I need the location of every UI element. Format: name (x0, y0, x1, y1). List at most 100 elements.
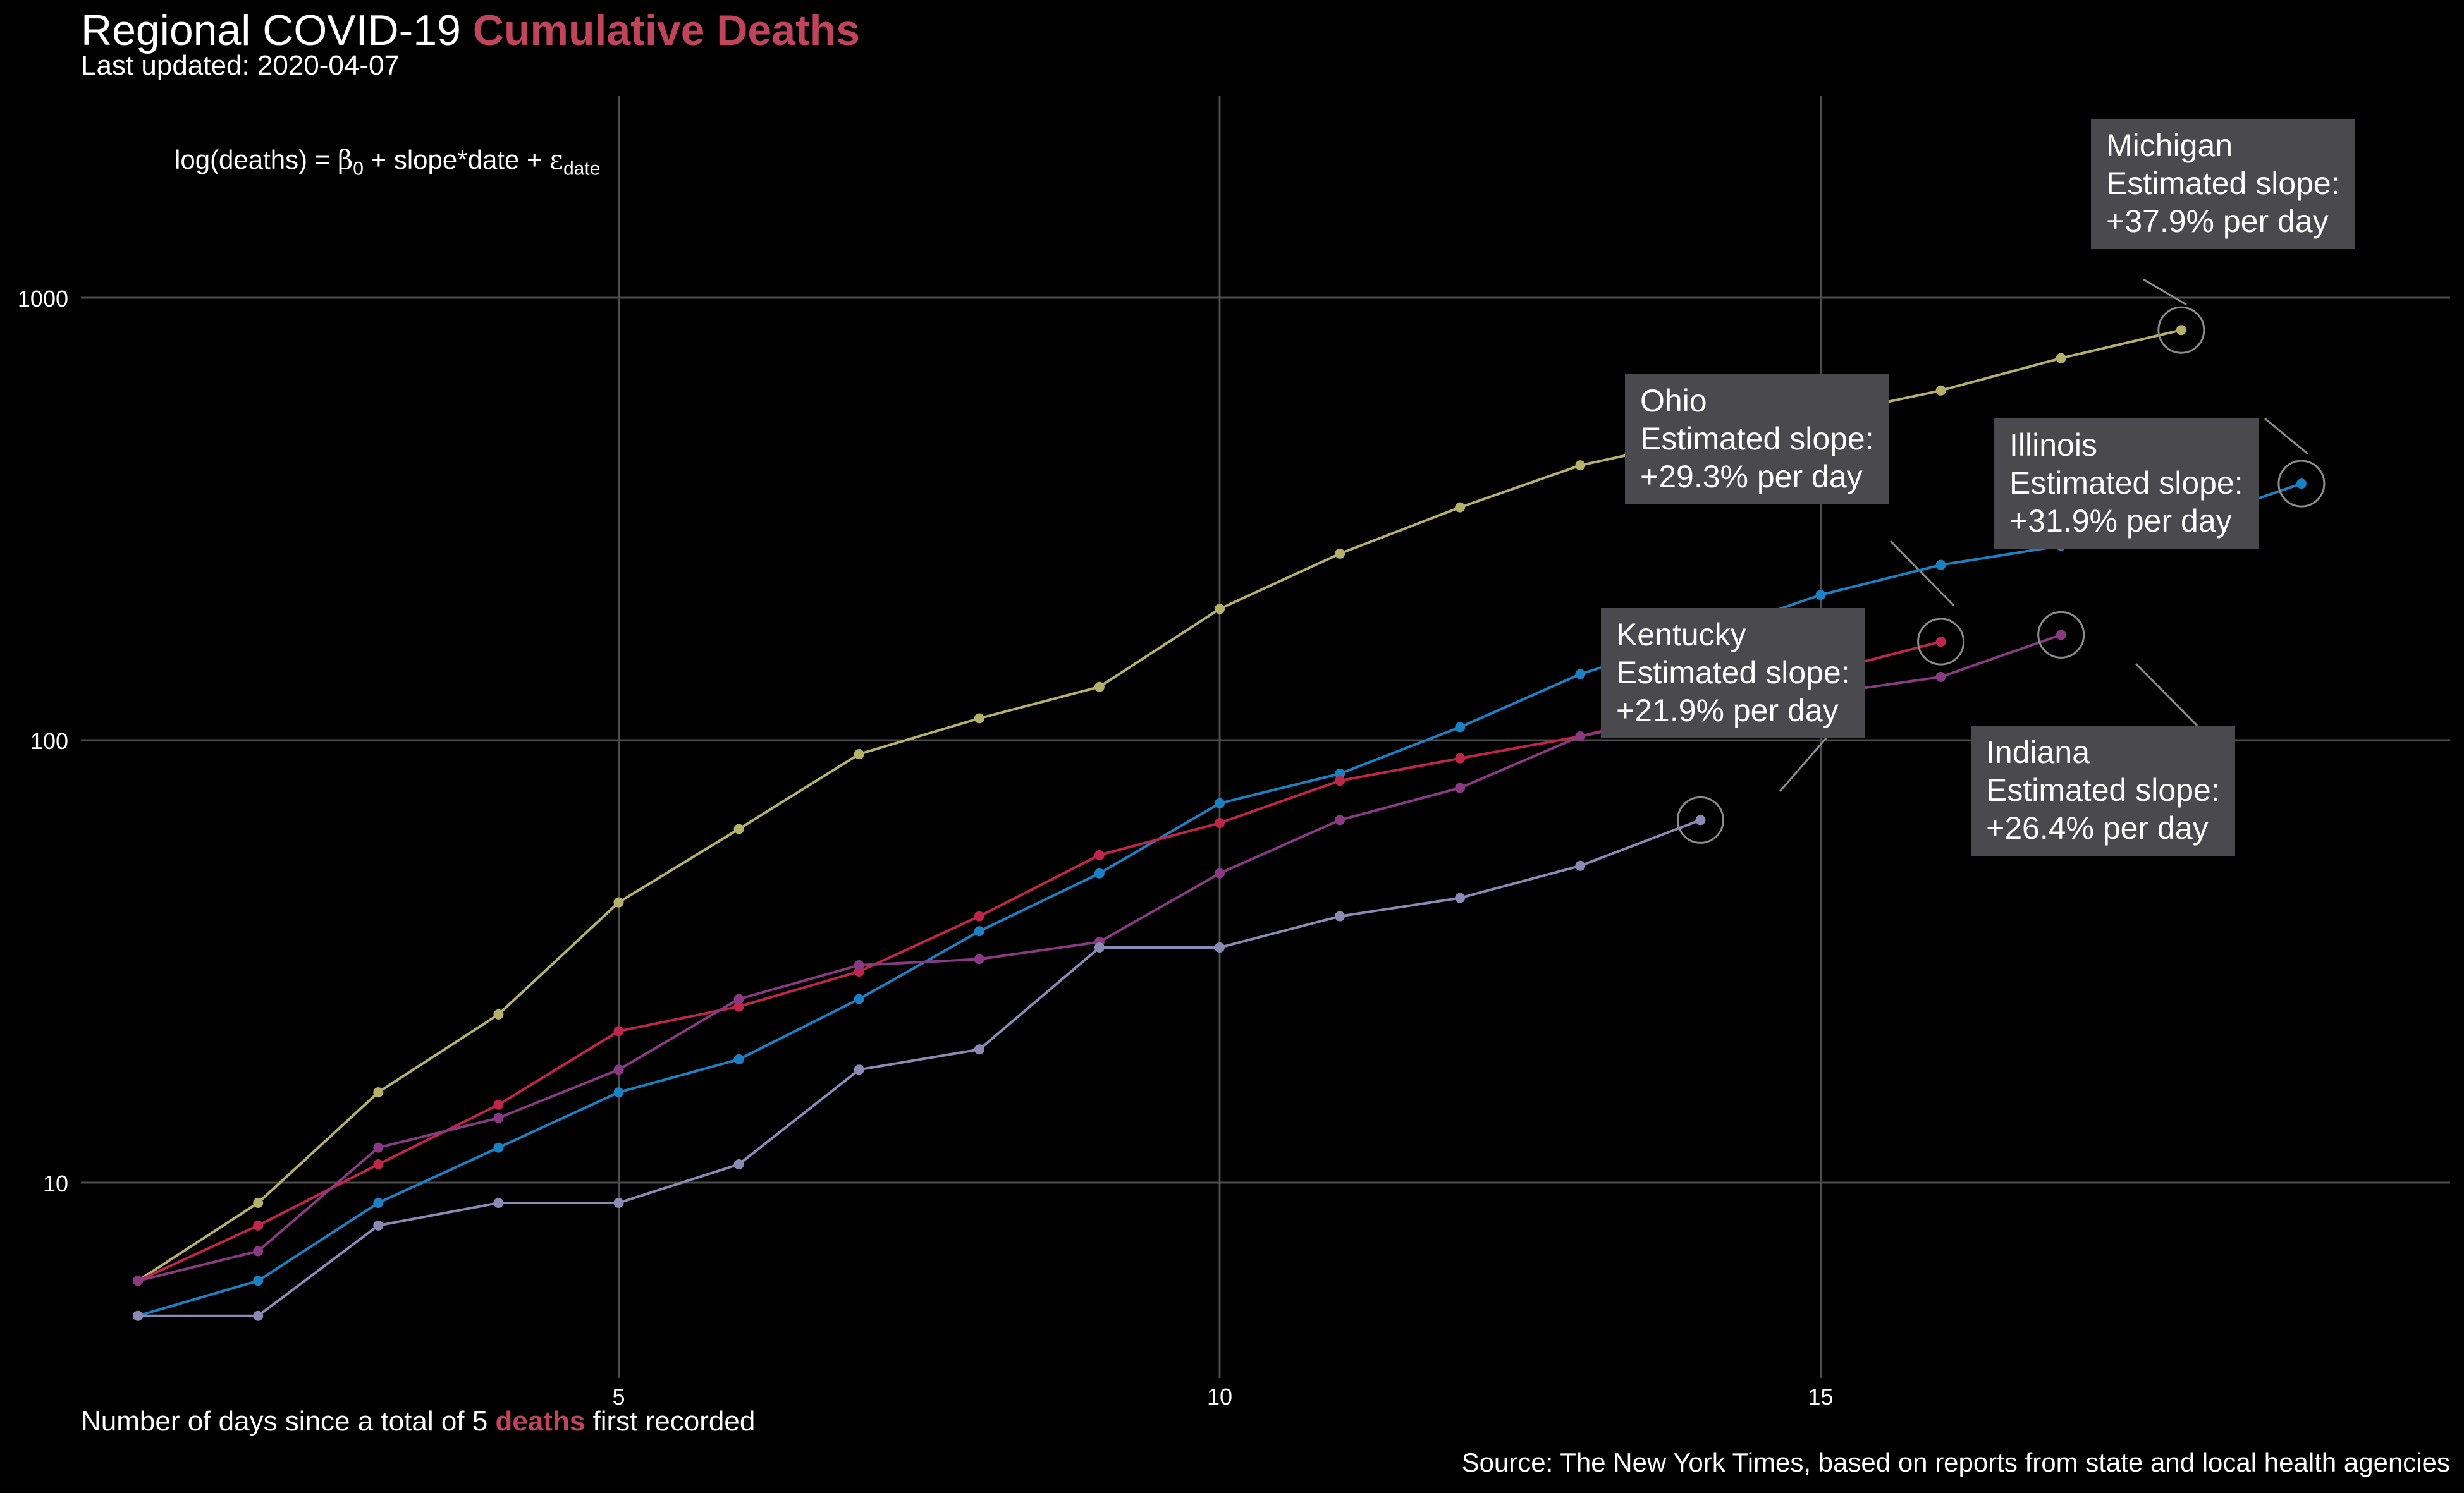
data-point-kentucky-13 (1575, 860, 1586, 871)
formula-epsilon-sub: date (563, 158, 601, 180)
xlabel-suffix: first recorded (592, 1406, 756, 1437)
data-point-illinois-19 (2296, 478, 2307, 489)
x-tick-label-15: 15 (1808, 1384, 1833, 1410)
x-tick-label-10: 10 (1207, 1384, 1232, 1410)
annotation-leader-0 (2143, 278, 2187, 306)
formula-lhs: log(deaths) = (175, 145, 338, 174)
endpoint-ring-ohio (1917, 618, 1965, 666)
data-point-indiana-3 (373, 1142, 384, 1153)
data-point-illinois-16 (1935, 559, 1946, 570)
annotation-leader-4 (2135, 662, 2198, 727)
xlabel-accent: deaths (495, 1406, 585, 1437)
data-point-indiana-16 (1935, 671, 1946, 682)
data-point-ohio-12 (1455, 753, 1466, 764)
data-point-illinois-2 (253, 1276, 264, 1286)
endpoint-ring-illinois (2277, 460, 2326, 508)
annotation-leaders (1779, 278, 2308, 792)
data-point-kentucky-10 (1215, 942, 1225, 953)
endpoint-ring-kentucky (1676, 796, 1724, 844)
source-caption: Source: The New York Times, based on rep… (1461, 1447, 2450, 1477)
annotation-michigan-label: Estimated slope: (2106, 166, 2340, 201)
data-point-michigan-6 (733, 824, 744, 834)
data-point-indiana-17 (2056, 630, 2066, 640)
endpoint-rings (1676, 306, 2326, 844)
annotation-illinois-value: +31.9% per day (2009, 503, 2232, 539)
annotation-michigan-name: Michigan (2106, 128, 2233, 163)
xlabel-prefix: Number of days since a total of 5 (81, 1406, 488, 1437)
data-point-indiana-11 (1335, 815, 1345, 826)
data-point-ohio-5 (613, 1026, 624, 1037)
data-point-illinois-12 (1455, 722, 1466, 733)
data-point-kentucky-8 (974, 1044, 984, 1055)
formula-middle: slope*date (393, 145, 520, 174)
annotation-ohio: Ohio Estimated slope: +29.3% per day (1625, 374, 1889, 504)
annotation-kentucky-name: Kentucky (1616, 617, 1746, 652)
annotation-indiana-label: Estimated slope: (1986, 772, 2220, 808)
series-line-kentucky (138, 819, 1701, 1317)
formula-epsilon: ε (549, 144, 563, 175)
title-accent: Cumulative Deaths (472, 6, 861, 54)
data-point-illinois-6 (733, 1054, 744, 1064)
data-point-michigan-8 (974, 713, 984, 724)
annotation-michigan-value: +37.9% per day (2106, 204, 2329, 239)
data-point-michigan-17 (2056, 353, 2066, 363)
data-point-michigan-3 (373, 1087, 384, 1098)
data-point-kentucky-4 (493, 1198, 504, 1209)
data-point-ohio-8 (974, 911, 984, 922)
endpoint-ring-michigan (2157, 306, 2205, 354)
annotation-ohio-value: +29.3% per day (1640, 459, 1863, 494)
data-point-kentucky-2 (253, 1310, 264, 1321)
formula-beta-sub: 0 (353, 158, 364, 180)
formula-plus-2: + (519, 145, 550, 174)
data-point-indiana-7 (854, 960, 864, 971)
chart-title: Regional COVID-19 Cumulative Deaths (81, 4, 860, 57)
annotation-leader-3 (1779, 728, 1836, 792)
data-point-ohio-16 (1935, 637, 1946, 647)
annotation-illinois-label: Estimated slope: (2009, 465, 2243, 501)
data-point-ohio-3 (373, 1159, 384, 1170)
data-point-indiana-13 (1575, 731, 1586, 741)
data-point-kentucky-12 (1455, 893, 1466, 903)
data-point-michigan-4 (493, 1009, 504, 1020)
data-point-indiana-8 (974, 954, 984, 965)
annotation-leader-2 (2264, 417, 2308, 455)
data-point-illinois-8 (974, 926, 984, 937)
annotation-indiana: Indiana Estimated slope: +26.4% per day (1971, 726, 2235, 856)
annotation-ohio-label: Estimated slope: (1640, 421, 1874, 456)
x-tick-label-5: 5 (612, 1384, 625, 1410)
model-formula: log(deaths) = β0 + slope*date + εdate (175, 144, 600, 180)
annotation-kentucky: Kentucky Estimated slope: +21.9% per day (1601, 608, 1865, 738)
annotation-indiana-value: +26.4% per day (1986, 810, 2209, 846)
annotation-kentucky-value: +21.9% per day (1616, 693, 1839, 728)
data-point-michigan-12 (1455, 502, 1466, 513)
data-point-michigan-13 (1575, 460, 1586, 471)
data-point-kentucky-5 (613, 1198, 624, 1209)
data-point-michigan-16 (1935, 385, 1946, 396)
data-point-ohio-10 (1215, 817, 1225, 828)
formula-plus-1: + (363, 145, 394, 174)
data-point-michigan-9 (1094, 681, 1105, 692)
data-point-kentucky-11 (1335, 911, 1345, 922)
data-point-kentucky-6 (733, 1159, 744, 1170)
tick-labels: 10 100 1000 5 10 15 (18, 286, 1834, 1410)
annotation-ohio-name: Ohio (1640, 383, 1707, 418)
data-point-kentucky-1 (133, 1310, 144, 1321)
data-point-indiana-6 (733, 994, 744, 1004)
annotation-leader-1 (1889, 540, 1955, 607)
annotation-kentucky-label: Estimated slope: (1616, 655, 1850, 690)
data-point-michigan-5 (613, 897, 624, 908)
annotation-illinois-name: Illinois (2009, 427, 2097, 463)
endpoint-ring-indiana (2037, 611, 2085, 659)
data-point-ohio-2 (253, 1220, 264, 1231)
data-point-illinois-10 (1215, 798, 1225, 808)
chart-subtitle: Last updated: 2020-04-07 (81, 50, 400, 81)
data-point-kentucky-9 (1094, 942, 1105, 953)
x-axis-label: Number of days since a total of 5 deaths… (81, 1405, 755, 1439)
data-point-michigan-18 (2176, 325, 2186, 336)
data-point-ohio-6 (733, 1001, 744, 1012)
data-point-indiana-12 (1455, 783, 1466, 793)
annotation-michigan: Michigan Estimated slope: +37.9% per day (2091, 119, 2355, 249)
data-point-illinois-5 (613, 1087, 624, 1098)
data-point-illinois-3 (373, 1198, 384, 1209)
formula-beta: β (338, 144, 353, 175)
